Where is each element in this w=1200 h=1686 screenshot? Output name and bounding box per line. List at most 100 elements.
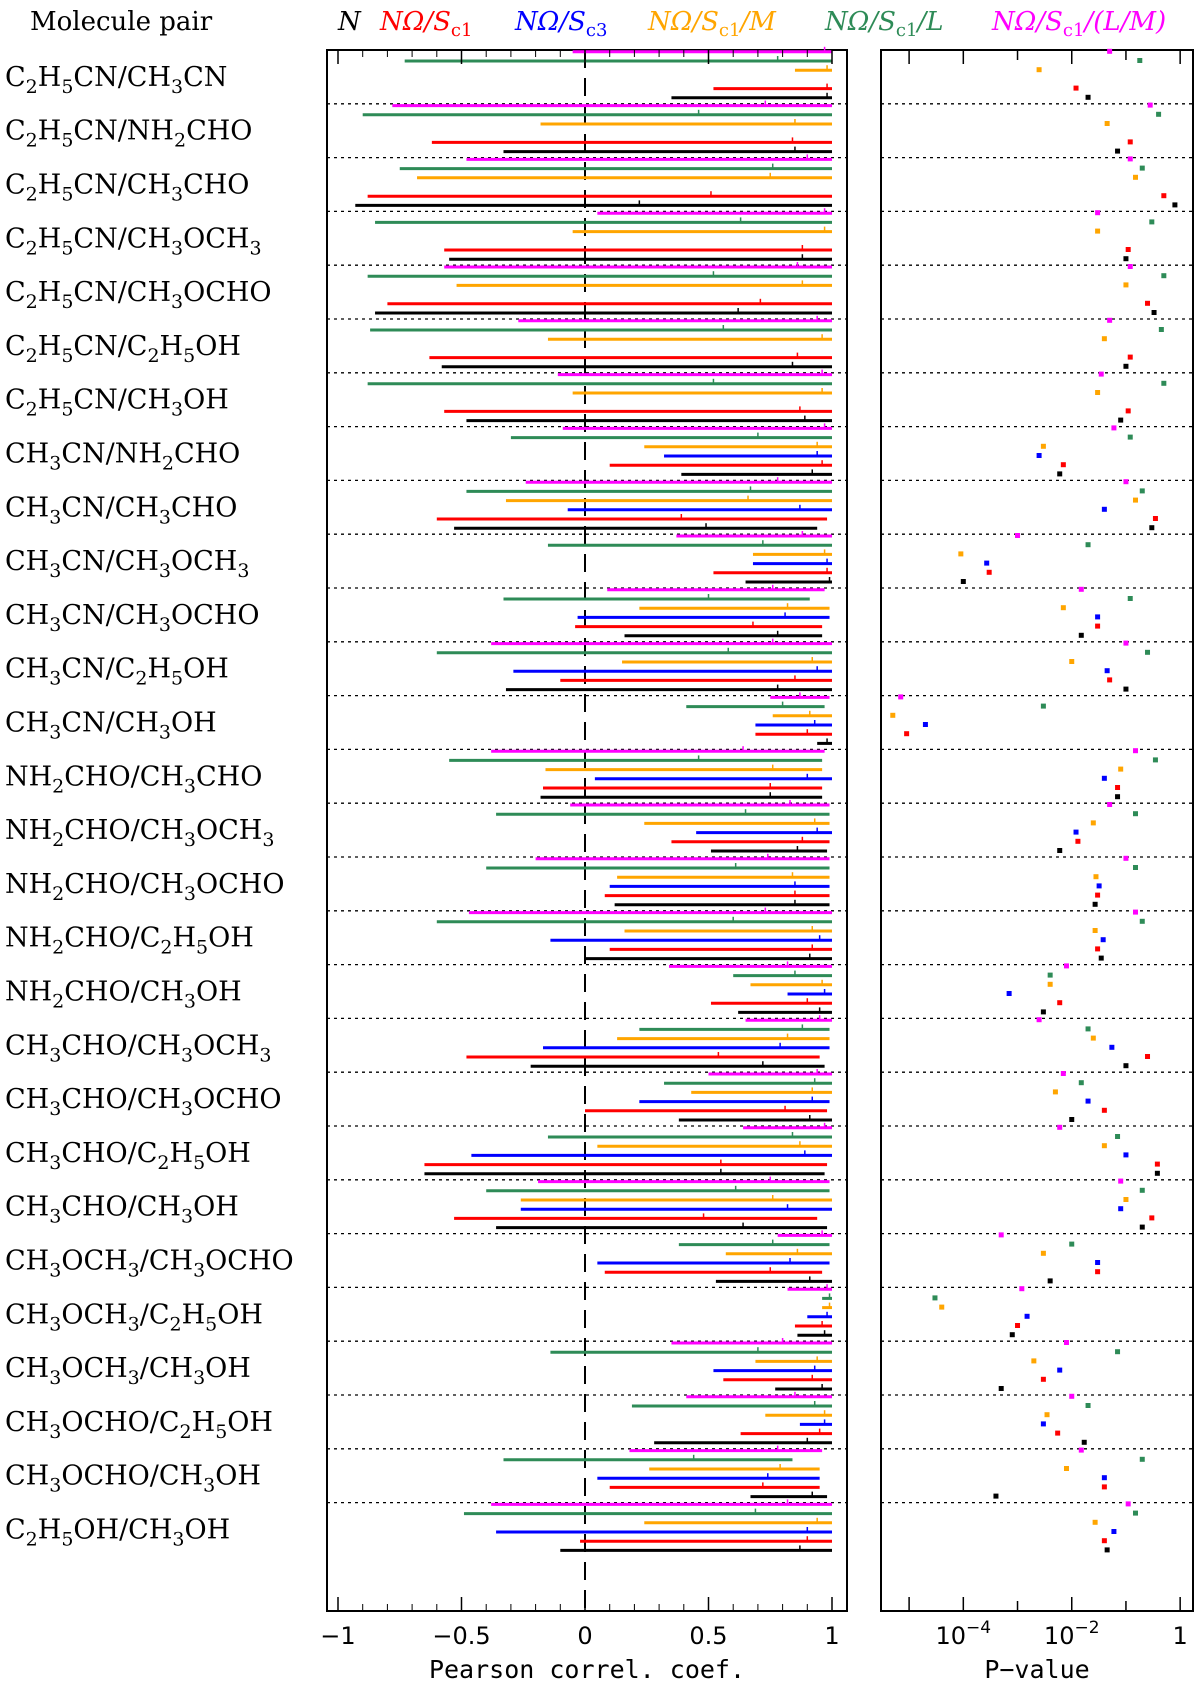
p-value-point-3 <box>1095 228 1101 234</box>
p-value-point-3 <box>1101 1143 1107 1149</box>
p-value-point-3 <box>1095 390 1101 395</box>
p-value-point-5 <box>1063 963 1069 969</box>
p-value-point-0 <box>1123 256 1129 262</box>
p-value-point-4 <box>1047 972 1053 978</box>
p-value-point-5 <box>1123 640 1129 646</box>
p-value-point-0 <box>1123 1063 1129 1069</box>
legend-entry-4: NΩ/Sc1/L <box>824 7 943 41</box>
p-value-point-1 <box>1055 1430 1061 1436</box>
row-label: C2​H5​CN/CH3​CHO <box>5 170 249 206</box>
p-value-point-2 <box>922 722 928 727</box>
p-value-points <box>890 48 1178 1553</box>
legend-entry-2: NΩ/Sc3 <box>514 7 607 41</box>
p-value-point-1 <box>1073 85 1079 91</box>
p-value-point-3 <box>1044 1412 1050 1418</box>
row-label: C2​H5​OH/CH3​OH <box>5 1515 230 1551</box>
row-label: CH3​CN/CH3​OCHO <box>5 600 259 636</box>
p-value-point-3 <box>1123 282 1129 288</box>
row-separators <box>327 103 1193 1504</box>
row-label: C2​H5​CN/CH3​OCH3​ <box>5 223 262 259</box>
p-value-point-2 <box>1111 1529 1117 1534</box>
p-value-point-4 <box>1139 1456 1145 1462</box>
p-value-point-2 <box>1101 1475 1107 1481</box>
p-value-point-2 <box>1101 775 1107 781</box>
p-value-point-4 <box>1145 649 1151 655</box>
p-value-point-0 <box>1047 1278 1053 1284</box>
p-value-point-5 <box>1078 1447 1084 1453</box>
row-label: C2​H5​CN/C2​H5​OH <box>5 331 241 367</box>
p-value-point-0 <box>1081 1439 1087 1445</box>
row-label: CH3​CN/CH3​OH <box>5 708 217 744</box>
p-value-point-5 <box>1107 802 1113 807</box>
p-value-point-2 <box>984 560 990 566</box>
row-label: C2​H5​CN/CH3​OCHO <box>5 277 272 313</box>
p-value-point-4 <box>1139 488 1145 494</box>
row-label: CH3​CHO/CH3​OCHO <box>5 1084 282 1120</box>
p-value-point-4 <box>1132 1510 1138 1516</box>
p-value-point-0 <box>998 1386 1004 1391</box>
p-value-point-4 <box>1139 918 1145 924</box>
p-value-point-4 <box>1085 1026 1091 1032</box>
p-value-point-3 <box>1060 605 1066 611</box>
p-value-point-1 <box>1075 838 1081 844</box>
p-value-point-2 <box>1123 1152 1129 1158</box>
p-value-point-0 <box>1085 94 1091 100</box>
p-value-point-0 <box>1172 202 1178 208</box>
p-value-point-1 <box>1149 1215 1155 1221</box>
p-value-point-0 <box>1040 1009 1046 1015</box>
row-label: CH3​CHO/CH3​OH <box>5 1192 239 1228</box>
p-value-point-3 <box>1093 874 1099 880</box>
row-label: C2​H5​CN/CH3​CN <box>5 62 227 98</box>
p-value-point-4 <box>1149 219 1155 225</box>
p-value-point-0 <box>1078 632 1084 638</box>
p-value-point-2 <box>1036 453 1042 458</box>
p-value-point-3 <box>1118 766 1124 772</box>
row-label: NH2​CHO/C2​H5​OH <box>5 923 254 959</box>
p-value-point-5 <box>1019 1286 1025 1292</box>
p-value-point-3 <box>958 551 964 557</box>
p-value-point-0 <box>993 1493 999 1499</box>
x-tick-label-left: −1 <box>320 1622 355 1650</box>
p-value-point-3 <box>1090 820 1096 826</box>
row-label: C2​H5​CN/CH3​OH <box>5 385 229 421</box>
p-value-point-2 <box>1101 506 1107 512</box>
p-value-point-1 <box>1115 785 1121 790</box>
x-tick-label-right: 10−2 <box>1044 1618 1100 1650</box>
p-value-point-5 <box>1123 855 1129 861</box>
p-value-point-4 <box>1115 1349 1121 1355</box>
p-value-point-5 <box>1132 748 1138 754</box>
row-label: NH2​CHO/CH3​OH <box>5 977 242 1013</box>
p-value-point-1 <box>1095 946 1101 952</box>
p-value-point-5 <box>1015 533 1021 538</box>
p-value-point-2 <box>1109 1044 1115 1050</box>
left-panel-frame <box>326 49 848 1612</box>
p-value-point-5 <box>1063 1340 1069 1345</box>
p-value-point-2 <box>1040 1421 1046 1427</box>
row-label: NH2​CHO/CH3​CHO <box>5 761 262 797</box>
p-value-point-3 <box>1047 981 1053 987</box>
x-tick-label-right: 1 <box>1173 1622 1188 1650</box>
p-value-point-5 <box>1111 425 1117 431</box>
p-value-point-4 <box>1161 380 1167 386</box>
p-value-point-2 <box>1118 1206 1124 1212</box>
p-value-point-1 <box>1125 247 1131 252</box>
p-value-point-4 <box>1115 1134 1121 1139</box>
p-value-point-3 <box>1101 336 1107 342</box>
p-value-point-3 <box>1132 174 1138 180</box>
p-value-point-4 <box>1139 165 1145 171</box>
p-value-point-5 <box>1132 909 1138 915</box>
p-value-point-2 <box>1024 1313 1030 1319</box>
p-value-point-0 <box>1118 417 1124 423</box>
p-value-point-1 <box>986 569 992 575</box>
row-label: CH3​OCH3​/CH3​OCHO <box>5 1246 294 1282</box>
p-value-point-0 <box>1115 148 1121 154</box>
p-value-point-5 <box>1118 1178 1124 1184</box>
p-value-point-1 <box>1145 1054 1151 1059</box>
p-value-point-1 <box>1107 677 1113 683</box>
p-value-point-3 <box>1031 1358 1037 1364</box>
p-value-point-4 <box>1137 58 1143 63</box>
row-label: CH3​CHO/C2​H5​OH <box>5 1138 251 1174</box>
p-value-point-3 <box>1090 1035 1096 1041</box>
p-value-point-4 <box>1040 703 1046 709</box>
